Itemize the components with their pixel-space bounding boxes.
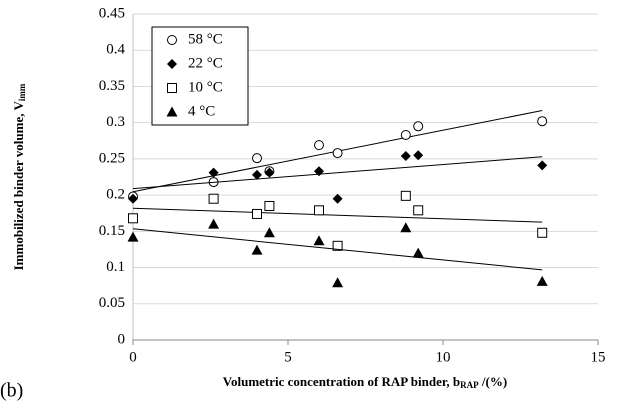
point (332, 193, 343, 204)
x-axis-title: Volumetric concentration of RAP binder, … (223, 374, 507, 390)
point (537, 116, 548, 127)
point (128, 193, 138, 204)
trend-line (132, 207, 543, 223)
legend-box (151, 26, 249, 126)
point (314, 166, 324, 177)
y-axis-title-main: Immobilized binder volume, V (11, 101, 26, 271)
point (314, 140, 324, 151)
point (332, 277, 344, 288)
point (263, 227, 275, 238)
point (128, 213, 138, 224)
y-tick-label: 0.4 (106, 42, 125, 58)
x-axis-title-sub: RAP (460, 380, 479, 390)
point (167, 35, 177, 45)
point (252, 153, 262, 164)
y-axis-title-sub: imm (17, 83, 27, 101)
legend-label: 10 °C (188, 79, 223, 95)
x-tick-label: 0 (129, 349, 137, 365)
x-tick-label: 10 (436, 349, 451, 365)
point (166, 106, 178, 117)
point (313, 235, 325, 246)
point (413, 205, 424, 216)
y-tick-label: 0.1 (106, 259, 125, 275)
point (167, 83, 177, 93)
legend-label: 58 °C (188, 31, 223, 47)
point (413, 121, 424, 132)
trend-line (132, 156, 543, 190)
point (264, 200, 275, 211)
legend-label: 22 °C (188, 55, 223, 71)
point (167, 59, 177, 69)
point (208, 167, 219, 178)
point (208, 218, 220, 229)
y-tick-label: 0.45 (99, 5, 125, 21)
point (314, 205, 324, 216)
x-axis-title-main: Volumetric concentration of RAP binder, … (223, 374, 460, 389)
point (332, 148, 343, 159)
point (127, 231, 139, 242)
panel-label: (b) (0, 380, 23, 402)
y-tick-label: 0.05 (99, 295, 125, 311)
point (412, 247, 424, 258)
legend-label: 4 °C (188, 103, 215, 119)
trend-line (132, 228, 543, 271)
y-tick-label: 0.15 (99, 223, 125, 239)
point (332, 240, 343, 251)
point (251, 244, 263, 255)
point (208, 193, 219, 204)
point (252, 208, 262, 219)
point (536, 275, 548, 286)
y-tick-label: 0.2 (106, 187, 125, 203)
point (400, 190, 411, 201)
point (537, 160, 548, 171)
y-axis-title: Immobilized binder volume, Vimm (11, 83, 27, 270)
point (413, 150, 424, 161)
point (264, 167, 275, 178)
y-tick-label: 0 (118, 331, 126, 347)
x-tick-label: 15 (591, 349, 606, 365)
point (400, 222, 412, 233)
point (400, 150, 411, 161)
x-tick-label: 5 (284, 349, 292, 365)
y-tick-label: 0.25 (99, 150, 125, 166)
y-tick-label: 0.35 (99, 78, 125, 94)
point (537, 227, 548, 238)
y-tick-label: 0.3 (106, 114, 125, 130)
point (400, 129, 411, 140)
x-axis-title-unit: /(%) (479, 374, 508, 389)
point (252, 169, 262, 180)
